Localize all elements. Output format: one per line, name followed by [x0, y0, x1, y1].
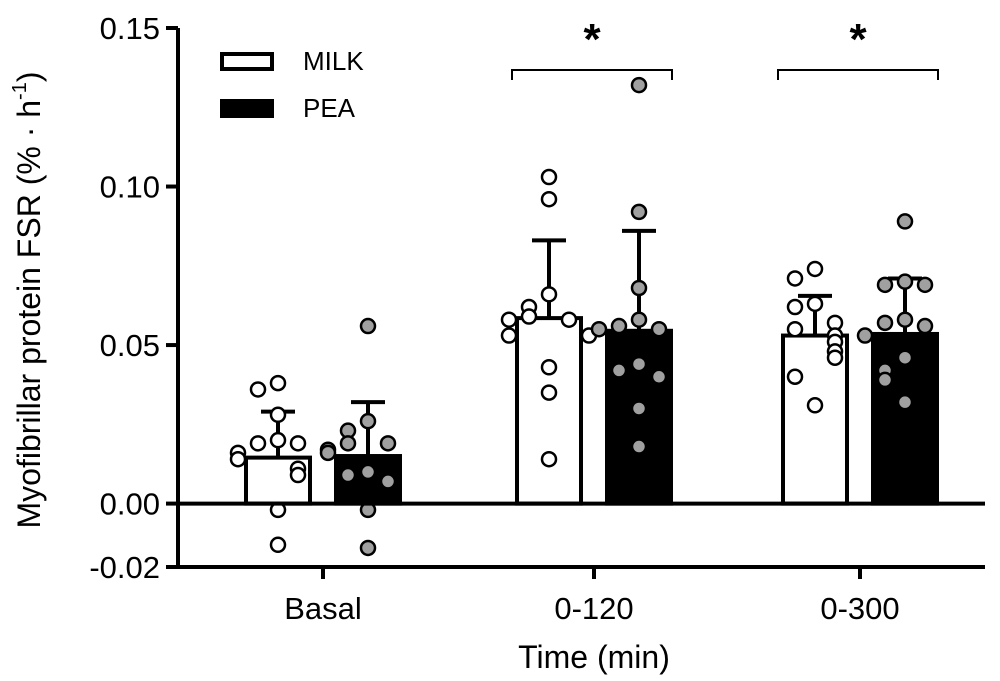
data-point-milk-0-120: [540, 168, 558, 186]
data-point-milk-0-300: [786, 270, 804, 287]
data-point-milk-0-120: [560, 311, 578, 328]
x-tick-label: 0-300: [820, 591, 899, 626]
data-point-pea-basal: [359, 463, 377, 481]
data-point-pea-0-300: [876, 276, 894, 294]
data-point-milk-basal: [269, 431, 287, 449]
y-axis-title-superscript: -1: [9, 82, 31, 100]
data-point-milk-basal: [269, 374, 287, 392]
significance-markers: * *: [511, 15, 939, 80]
y-tick-label: 0.00: [100, 487, 160, 522]
data-point-pea-0-120: [630, 438, 648, 455]
y-axis-title-main: Myofibrillar protein FSR (% · h: [11, 100, 47, 529]
data-point-milk-0-120: [540, 384, 558, 401]
data-point-pea-basal: [359, 539, 377, 557]
data-point-pea-0-300: [896, 311, 914, 328]
data-point-pea-0-120: [630, 76, 648, 94]
data-point-milk-basal: [249, 435, 267, 452]
x-tick-label: Basal: [284, 591, 362, 626]
data-point-milk-0-300: [806, 295, 824, 313]
data-point-pea-0-120: [630, 400, 648, 417]
data-point-milk-0-300: [786, 298, 804, 316]
data-point-pea-0-300: [876, 314, 894, 332]
data-point-pea-0-300: [896, 349, 914, 366]
data-point-pea-0-120: [630, 311, 648, 328]
data-point-pea-0-300: [876, 371, 894, 389]
data-point-pea-0-300: [896, 213, 914, 230]
data-point-pea-0-120: [590, 320, 608, 338]
data-point-pea-basal: [319, 444, 337, 462]
y-tick-label: 0.05: [100, 328, 160, 363]
data-point-pea-0-300: [896, 273, 914, 290]
y-tick-label: -0.02: [89, 550, 160, 585]
data-points: [229, 76, 934, 557]
data-point-milk-0-300: [786, 320, 804, 338]
data-point-pea-basal: [359, 317, 377, 335]
data-point-milk-0-300: [806, 397, 824, 414]
data-point-milk-basal: [269, 406, 287, 424]
significance-star: *: [849, 15, 867, 64]
bar-milk-0-120: [515, 316, 583, 506]
significance-bracket-0-300: *: [777, 15, 939, 80]
data-point-pea-0-120: [650, 368, 668, 386]
data-point-milk-0-120: [540, 286, 558, 303]
y-tick-label: 0.10: [100, 170, 160, 205]
data-point-pea-0-120: [610, 362, 628, 379]
legend-swatch: [220, 52, 274, 71]
legend-label: PEA: [303, 93, 356, 123]
data-point-pea-0-120: [630, 203, 648, 221]
legend: MILK PEA: [220, 46, 364, 123]
data-point-milk-0-120: [500, 311, 518, 328]
data-point-pea-0-120: [610, 317, 628, 335]
data-point-pea-0-300: [896, 393, 914, 411]
data-point-milk-0-300: [826, 349, 844, 366]
x-axis-title: Time (min): [518, 639, 670, 675]
data-point-pea-basal: [339, 435, 357, 452]
data-point-pea-0-300: [856, 327, 874, 344]
data-point-pea-0-120: [630, 279, 648, 297]
data-point-pea-basal: [339, 466, 357, 484]
axes: -0.02 0.00 0.05 0.10 0.15 Basal 0-120 0-300: [89, 11, 985, 626]
y-axis-title-close: ): [11, 72, 47, 83]
data-point-milk-0-120: [540, 359, 558, 376]
y-tick-label: 0.15: [100, 11, 160, 46]
legend-swatch: [220, 99, 274, 118]
data-point-pea-0-300: [916, 276, 934, 294]
legend-item-pea: PEA: [220, 93, 356, 123]
y-axis-title: Myofibrillar protein FSR (% · h-1): [9, 72, 47, 529]
data-point-milk-0-120: [520, 308, 538, 325]
data-point-milk-basal: [269, 536, 287, 554]
data-point-pea-0-120: [650, 320, 668, 338]
error-bar-milk-0-120: [532, 238, 566, 319]
data-point-milk-0-120: [500, 327, 518, 344]
data-point-milk-0-120: [540, 450, 558, 468]
data-point-milk-basal: [249, 381, 267, 398]
significance-star: *: [583, 15, 601, 64]
data-point-pea-0-300: [916, 317, 934, 335]
data-point-milk-0-300: [806, 260, 824, 278]
x-tick-label: 0-120: [554, 591, 633, 626]
significance-bracket-0-120: *: [511, 15, 673, 80]
data-point-milk-0-120: [540, 190, 558, 208]
data-point-milk-basal: [229, 450, 247, 468]
legend-item-milk: MILK: [220, 46, 364, 76]
data-point-milk-0-300: [786, 368, 804, 386]
data-point-milk-basal: [289, 435, 307, 452]
data-point-pea-basal: [379, 473, 397, 490]
data-point-milk-basal: [289, 466, 307, 484]
legend-label: MILK: [303, 46, 364, 76]
data-point-pea-basal: [379, 435, 397, 452]
data-point-pea-0-120: [630, 355, 648, 373]
data-point-pea-basal: [359, 412, 377, 430]
